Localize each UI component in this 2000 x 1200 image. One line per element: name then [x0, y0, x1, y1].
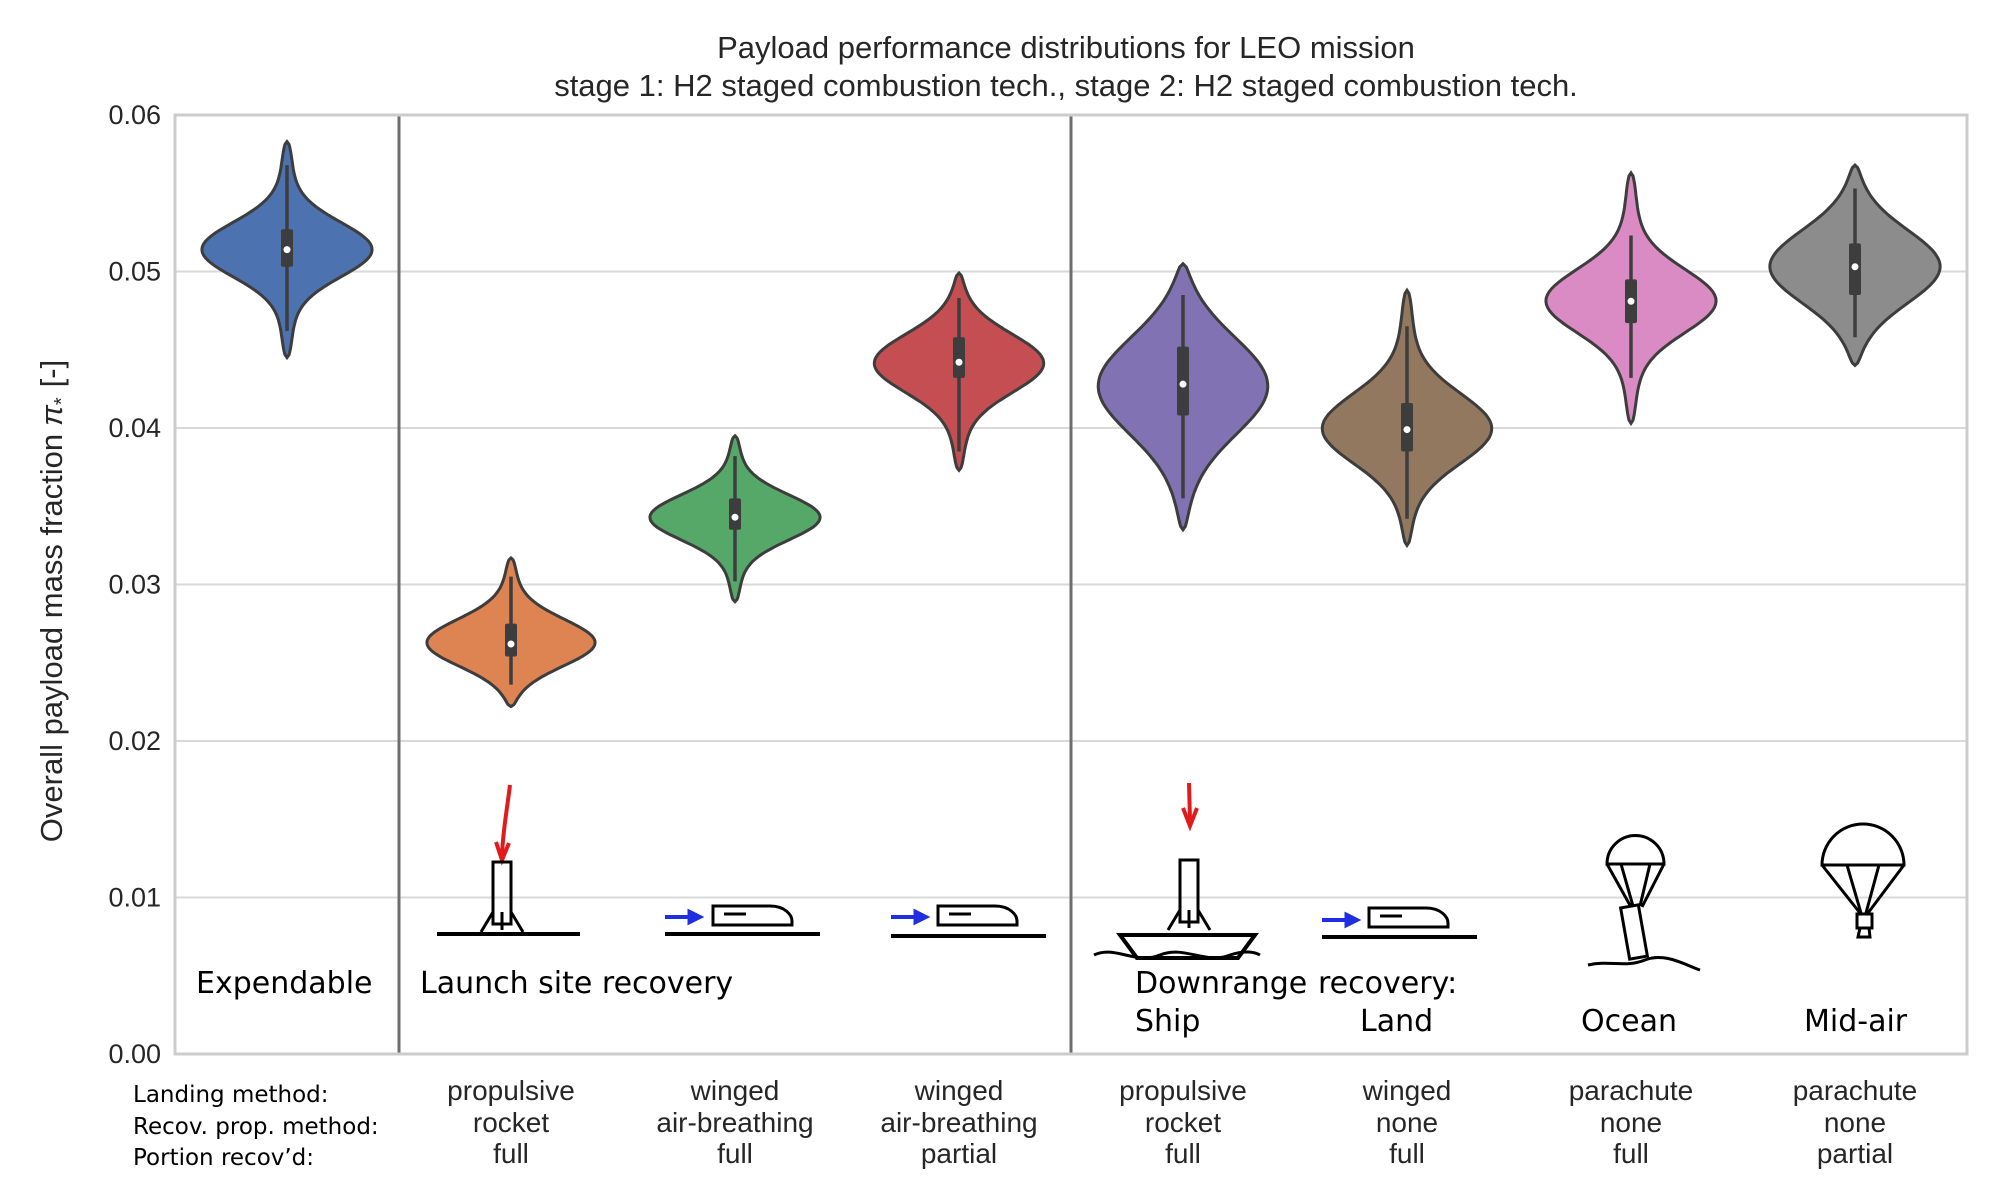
violin-median-dot	[507, 640, 515, 648]
category-portion-label: full	[493, 1138, 529, 1169]
y-axis-label-unit: [-]	[34, 360, 69, 388]
category-landing-label: winged	[914, 1075, 1004, 1106]
pictograms	[437, 782, 1906, 972]
parachute-midair-icon	[1820, 822, 1906, 939]
y-axis-label-subscript: *	[51, 397, 73, 405]
category-propulsion-label: none	[1824, 1107, 1886, 1138]
violin-median-dot	[1851, 263, 1859, 271]
y-axis-label-symbol: π	[34, 404, 69, 426]
category-landing-label: winged	[1362, 1075, 1452, 1106]
category-landing-label: propulsive	[1119, 1075, 1247, 1106]
winged-airbreathing-icon	[891, 904, 1046, 938]
winged-land-icon	[1322, 906, 1477, 939]
category-propulsion-label: air-breathing	[656, 1107, 813, 1138]
chart-subtitle: stage 1: H2 staged combustion tech., sta…	[554, 68, 1578, 103]
category-propulsion-label: none	[1376, 1107, 1438, 1138]
group-label-recovery: recovery:	[1318, 966, 1457, 1001]
group-label-ship: Ship	[1135, 1004, 1200, 1039]
group-label-launch-site: Launch site recovery	[420, 966, 733, 1001]
violin-median-dot	[955, 358, 963, 366]
category-propulsion-label: rocket	[473, 1107, 549, 1138]
ship-landing-icon	[1093, 782, 1261, 960]
category-portion-label: full	[1613, 1138, 1649, 1169]
category-landing-label: parachute	[1793, 1075, 1918, 1106]
y-tick-label: 0.03	[108, 570, 161, 600]
group-label-ocean: Ocean	[1581, 1004, 1677, 1039]
y-tick-label: 0.06	[108, 100, 161, 130]
chart-title: Payload performance distributions for LE…	[717, 30, 1415, 65]
group-label-mid-air: Mid-air	[1804, 1004, 1908, 1039]
violin-median-dot	[1627, 297, 1635, 305]
category-portion-label: full	[717, 1138, 753, 1169]
y-tick-label: 0.02	[108, 726, 161, 756]
row-label-propulsion: Recov. prop. method:	[133, 1114, 379, 1140]
y-axis-label-text: Overall payload mass fraction	[34, 434, 69, 842]
category-portion-label: partial	[921, 1138, 997, 1169]
y-tick-label: 0.01	[108, 883, 161, 913]
violin-iqr-box	[505, 623, 517, 657]
y-tick-label: 0.04	[108, 413, 161, 443]
plot-frame	[173, 113, 1969, 1056]
violin-median-dot	[283, 246, 291, 254]
violin-iqr-box	[953, 337, 965, 378]
category-portion-label: full	[1389, 1138, 1425, 1169]
category-propulsion-label: none	[1600, 1107, 1662, 1138]
category-landing-label: winged	[690, 1075, 780, 1106]
row-label-portion: Portion recov’d:	[133, 1145, 314, 1171]
category-propulsion-label: air-breathing	[880, 1107, 1037, 1138]
category-propulsion-label: rocket	[1145, 1107, 1221, 1138]
y-axis-label: Overall payload mass fraction π* [-]	[34, 360, 73, 842]
violins	[200, 139, 1942, 709]
category-labels: propulsiverocketfullwingedair-breathingf…	[447, 1075, 1917, 1169]
winged-airbreathing-icon	[665, 904, 820, 936]
violin-median-dot	[1179, 380, 1187, 388]
group-dividers	[397, 115, 1073, 1054]
category-portion-label: full	[1165, 1138, 1201, 1169]
violin-median-dot	[1403, 426, 1411, 434]
group-label-land: Land	[1360, 1004, 1433, 1039]
category-landing-label: propulsive	[447, 1075, 575, 1106]
group-label-expendable: Expendable	[196, 966, 372, 1001]
group-label-downrange: Downrange	[1135, 966, 1307, 1001]
violin-median-dot	[731, 513, 739, 521]
y-ticks: 0.00 0.01 0.02 0.03 0.04 0.05 0.06	[108, 100, 161, 1069]
propulsive-landing-icon	[437, 784, 580, 936]
row-label-landing: Landing method:	[133, 1082, 329, 1108]
category-landing-label: parachute	[1569, 1075, 1694, 1106]
y-tick-label: 0.00	[108, 1039, 161, 1069]
category-portion-label: partial	[1817, 1138, 1893, 1169]
parachute-ocean-icon	[1587, 834, 1701, 972]
y-tick-label: 0.05	[108, 257, 161, 287]
